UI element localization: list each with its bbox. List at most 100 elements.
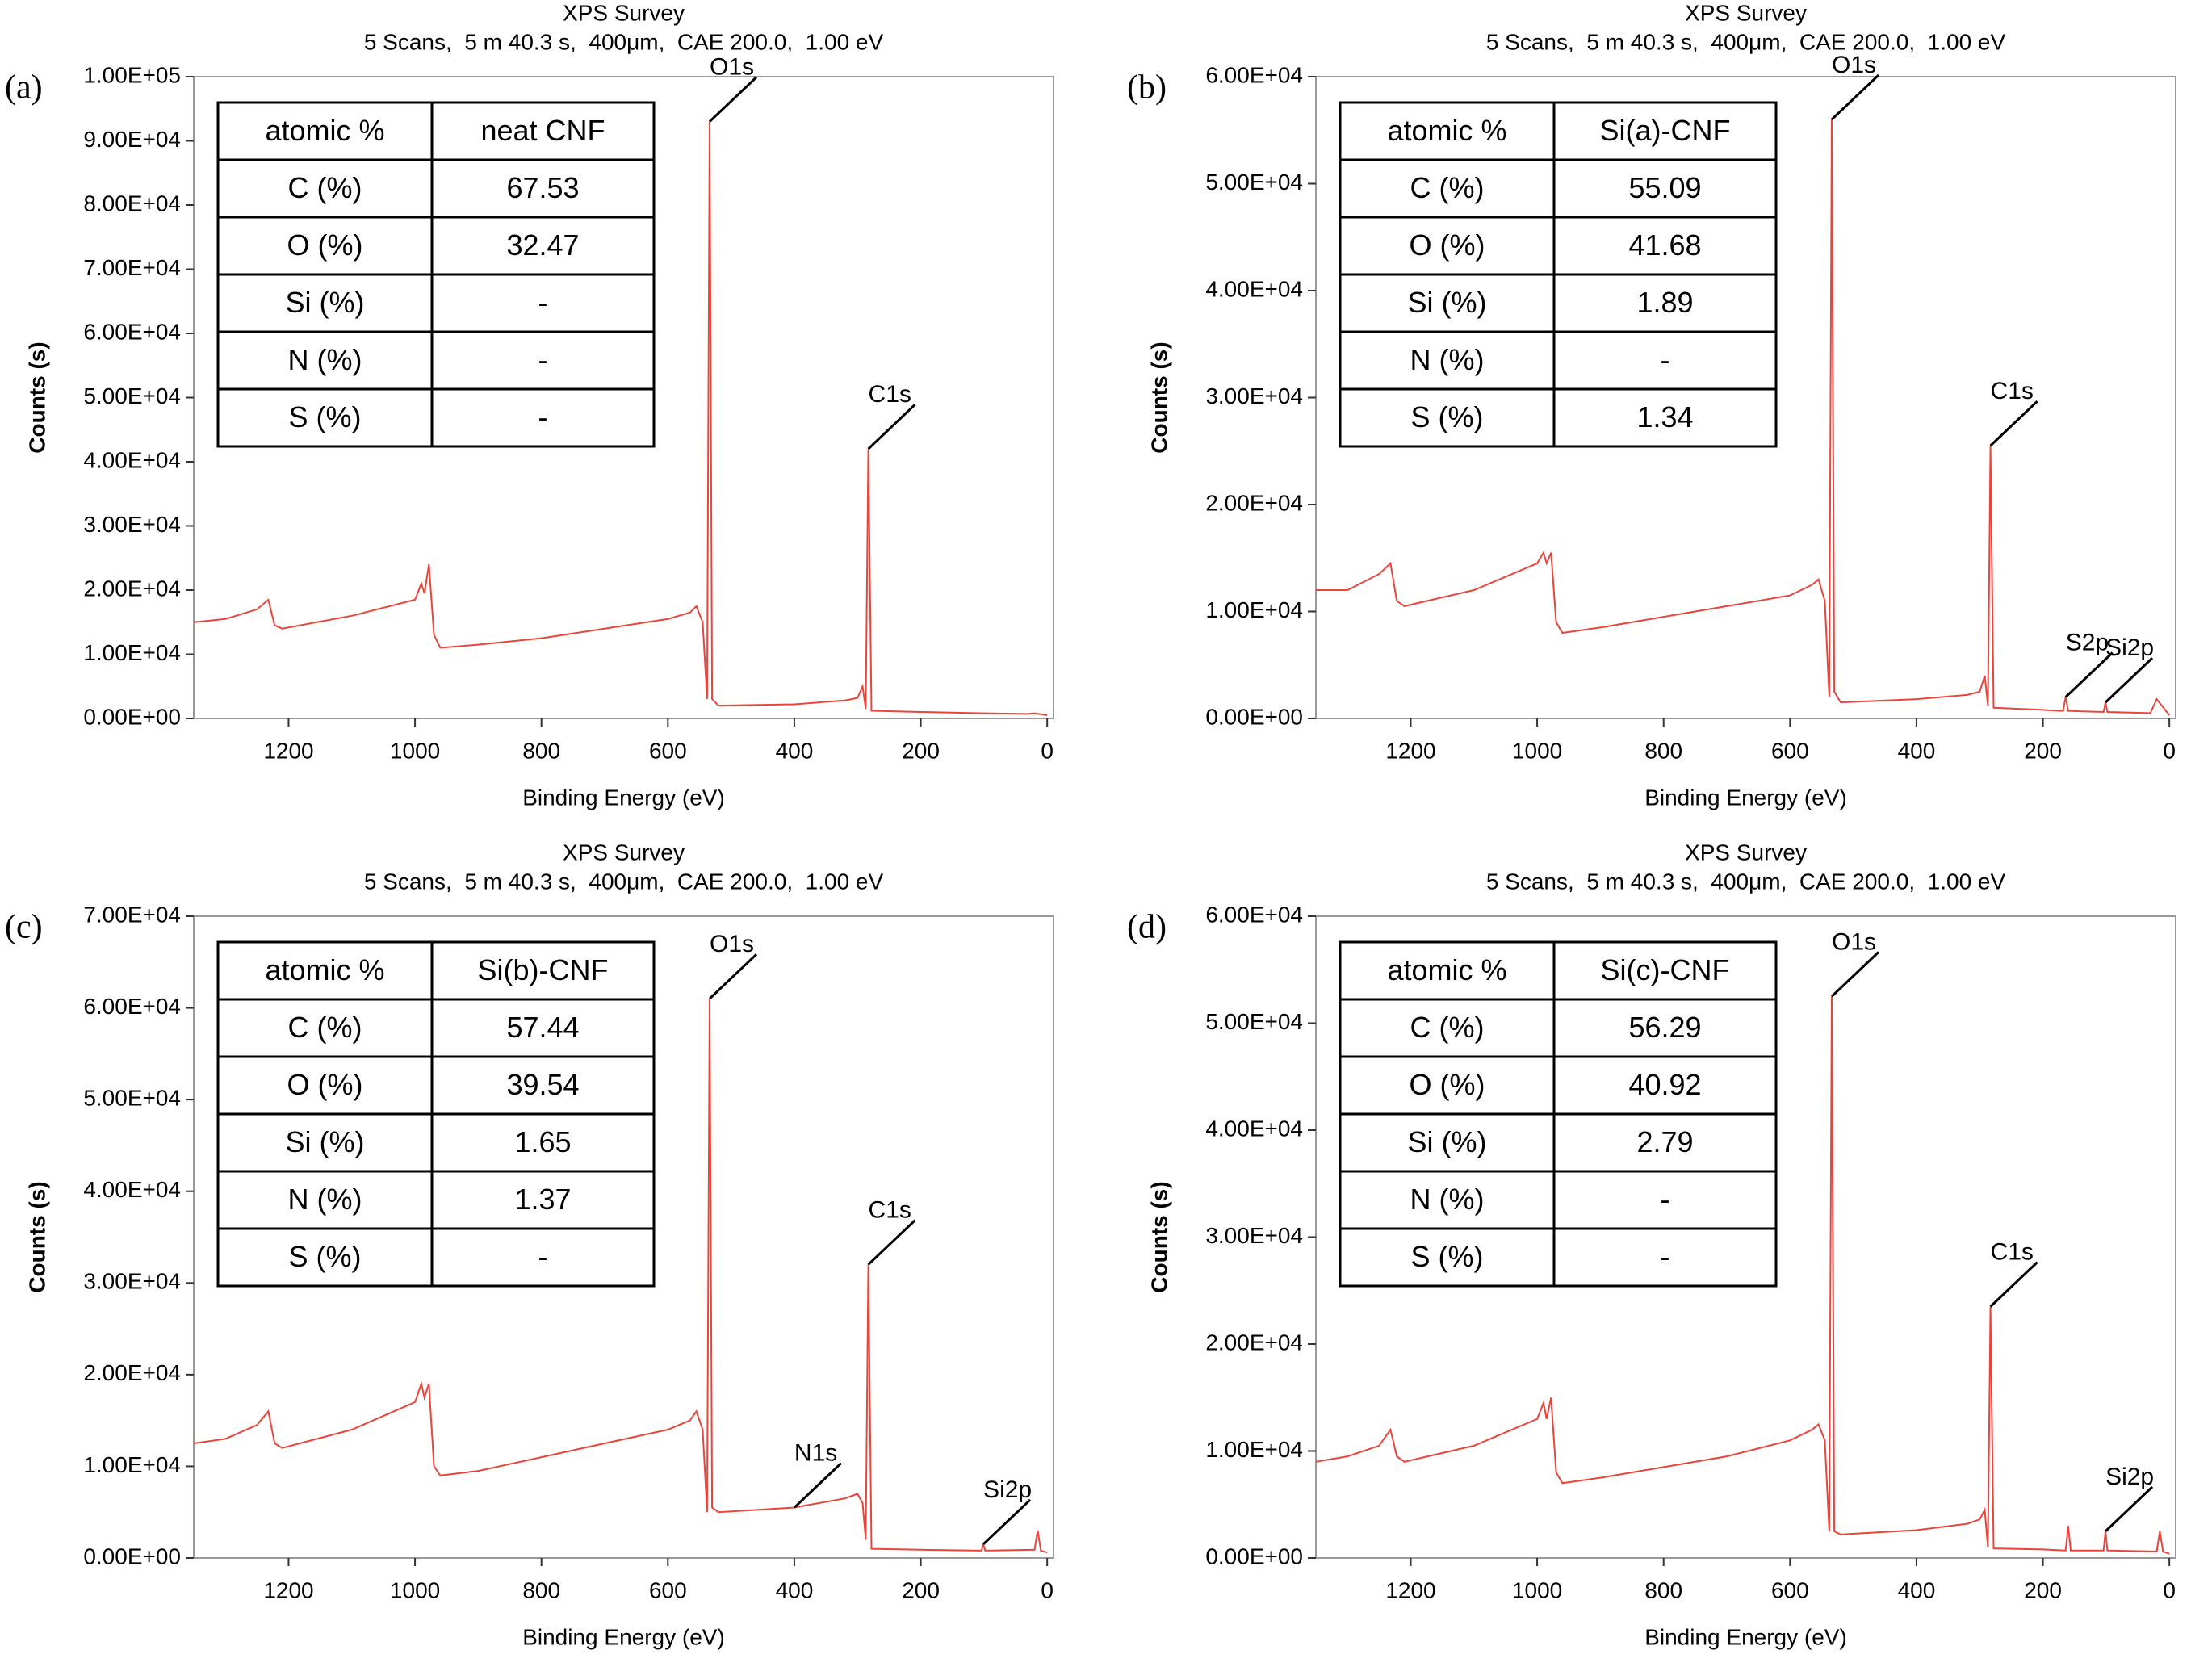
y-tick-label: 0.00E+00	[83, 704, 181, 729]
x-tick-label: 600	[1771, 738, 1809, 763]
peak-label: C1s	[869, 1196, 911, 1223]
table-cell	[1339, 330, 1556, 391]
table-cell	[216, 940, 434, 1001]
y-tick-label: 5.00E+04	[83, 383, 181, 408]
table-cell	[1552, 998, 1778, 1058]
chart-subtitle: 5 Scans, 5 m 40.3 s, 400μm, CAE 200.0, 1…	[1486, 29, 2006, 54]
y-tick-label: 1.00E+05	[83, 62, 181, 87]
table-text: 67.53	[506, 171, 579, 204]
x-tick-label: 1200	[1385, 1577, 1435, 1602]
x-tick-label: 0	[2163, 1577, 2176, 1602]
table-text: -	[538, 343, 548, 376]
table-header: neat CNF	[480, 114, 605, 147]
table-text: -	[1661, 1183, 1670, 1216]
table-cell	[430, 1170, 656, 1230]
y-tick-label: 1.00E+04	[1205, 597, 1303, 622]
table-text: 55.09	[1628, 171, 1701, 204]
y-tick-label: 6.00E+04	[83, 319, 181, 344]
table-text: -	[538, 400, 548, 433]
table-header: Si(c)-CNF	[1601, 953, 1730, 986]
y-tick-label: 2.00E+04	[1205, 1330, 1303, 1355]
table-text: 57.44	[506, 1011, 579, 1044]
table-header: atomic %	[1387, 953, 1506, 986]
x-tick-label: 600	[649, 1577, 687, 1602]
y-tick-label: 1.00E+04	[83, 640, 181, 665]
y-axis-label: Counts (s)	[24, 341, 49, 453]
y-axis-label: Counts (s)	[1146, 341, 1171, 453]
y-tick-label: 1.00E+04	[1205, 1437, 1303, 1462]
table-cell	[1552, 1055, 1778, 1116]
table-text: N (%)	[288, 343, 362, 376]
peak-leader	[2105, 657, 2154, 704]
atomic-table: atomic % neat CNF C (%) 67.53 O (%) 32.47 Si (…	[216, 101, 656, 448]
peak-leader	[1830, 73, 1880, 121]
peak-leader	[1989, 400, 2038, 447]
table-text: Si (%)	[286, 1125, 365, 1158]
peak-label: Si2p	[2105, 634, 2154, 661]
x-tick-label: 1200	[263, 1577, 313, 1602]
table-text: O (%)	[287, 1068, 363, 1101]
panel: XPS Survey 5 Scans, 5 m 40.3 s, 400μm, CA…	[1127, 840, 2176, 1649]
table-cell	[1552, 1227, 1778, 1288]
peak-label: C1s	[1991, 1239, 2034, 1266]
table-header: Si(b)-CNF	[478, 953, 609, 986]
y-tick-label: 3.00E+04	[1205, 383, 1303, 408]
table-text: C (%)	[288, 1011, 362, 1044]
y-tick-label: 8.00E+04	[83, 191, 181, 216]
peak-leader	[867, 1219, 916, 1266]
table-cell	[430, 158, 656, 219]
table-cell	[1339, 998, 1556, 1058]
peak-leader	[867, 404, 916, 450]
table-text: N (%)	[288, 1183, 362, 1216]
peak-leader	[708, 953, 758, 1000]
table-text: 1.34	[1636, 400, 1693, 433]
peak-label: N1s	[794, 1439, 837, 1466]
x-axis-label: Binding Energy (eV)	[1644, 1624, 1847, 1649]
table-text: 39.54	[506, 1068, 579, 1101]
x-tick-label: 800	[1644, 1577, 1682, 1602]
y-tick-label: 5.00E+04	[83, 1086, 181, 1111]
table-text: S (%)	[1411, 1240, 1484, 1273]
y-tick-label: 0.00E+00	[1205, 1543, 1303, 1568]
table-text: O (%)	[1410, 1068, 1485, 1101]
peak-label: O1s	[710, 931, 754, 957]
table-text: 1.65	[514, 1125, 571, 1158]
y-tick-label: 6.00E+04	[83, 994, 181, 1019]
x-tick-label: 1200	[1385, 738, 1435, 763]
table-text: -	[538, 1240, 548, 1273]
table-cell	[216, 330, 434, 391]
table-header: Si(a)-CNF	[1600, 114, 1731, 147]
chart-subtitle: 5 Scans, 5 m 40.3 s, 400μm, CAE 200.0, 1…	[364, 29, 884, 54]
table-text: 1.37	[514, 1183, 571, 1216]
peak-leader	[982, 1498, 1032, 1546]
table-cell	[1552, 158, 1778, 219]
table-text: 1.89	[1636, 286, 1693, 319]
table-cell	[216, 1170, 434, 1230]
x-tick-label: 0	[2163, 738, 2176, 763]
x-tick-label: 400	[1898, 738, 1936, 763]
table-cell	[216, 216, 434, 276]
peak-leader	[1989, 1261, 2038, 1308]
table-text: O (%)	[287, 228, 363, 262]
atomic-table: atomic % Si(a)-CNF C (%) 55.09 O (%) 41.68 Si …	[1339, 101, 1778, 448]
y-tick-label: 3.00E+04	[83, 512, 181, 537]
x-tick-label: 400	[776, 738, 814, 763]
panel: XPS Survey 5 Scans, 5 m 40.3 s, 400μm, CA…	[5, 0, 1054, 810]
x-tick-label: 200	[902, 1577, 940, 1602]
spectrum-line	[193, 121, 1048, 716]
x-tick-label: 600	[1771, 1577, 1809, 1602]
peak-leader	[793, 1462, 842, 1509]
x-tick-label: 400	[1898, 1577, 1936, 1602]
table-text: N (%)	[1410, 1183, 1485, 1216]
table-cell	[1339, 1227, 1556, 1288]
spectrum-line	[1316, 119, 2170, 716]
spectrum-line	[193, 999, 1048, 1554]
y-axis-label: Counts (s)	[24, 1181, 49, 1292]
y-tick-label: 6.00E+04	[1205, 62, 1303, 87]
table-cell	[1552, 330, 1778, 391]
table-text: 2.79	[1636, 1125, 1693, 1158]
y-tick-label: 1.00E+04	[83, 1452, 181, 1477]
x-axis-label: Binding Energy (eV)	[522, 785, 725, 810]
table-cell	[1552, 387, 1778, 448]
table-cell	[1552, 273, 1778, 333]
